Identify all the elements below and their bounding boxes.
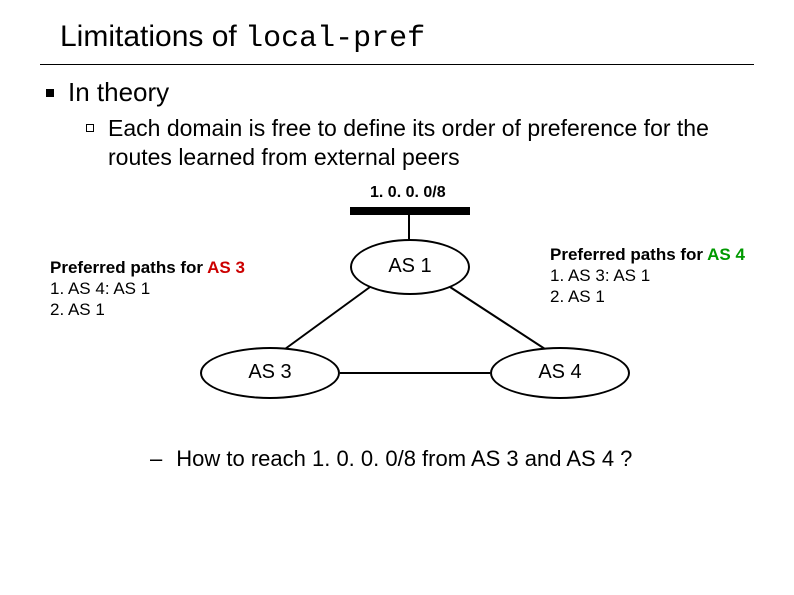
level2-text: Each domain is free to define its order … <box>108 114 754 172</box>
pref-as4-header-accent: AS 4 <box>707 245 745 264</box>
open-square-bullet-icon <box>86 124 94 132</box>
bullet-level1: In theory <box>46 77 754 108</box>
pref-as3-header: Preferred paths for AS 3 <box>50 257 245 278</box>
edge-as1-as4 <box>450 287 545 349</box>
pref-as3-box: Preferred paths for AS 3 1. AS 4: AS 1 2… <box>50 257 245 321</box>
pref-as4-line1: 1. AS 3: AS 1 <box>550 265 745 286</box>
title-divider <box>40 64 754 65</box>
pref-as4-header-prefix: Preferred paths for <box>550 245 707 264</box>
pref-as3-header-prefix: Preferred paths for <box>50 258 207 277</box>
question-row: – How to reach 1. 0. 0. 0/8 from AS 3 an… <box>150 446 754 472</box>
pref-as4-header: Preferred paths for AS 4 <box>550 244 745 265</box>
network-diagram: 1. 0. 0. 0/8 AS 1 AS 3 AS 4 Preferred pa… <box>50 182 750 442</box>
pref-as3-header-accent: AS 3 <box>207 258 245 277</box>
node-as3-label: AS 3 <box>248 361 291 384</box>
node-as4-label: AS 4 <box>538 361 581 384</box>
node-as3: AS 3 <box>200 347 340 399</box>
bullet-level2: Each domain is free to define its order … <box>86 114 754 172</box>
dash-bullet-icon: – <box>150 446 162 472</box>
node-as1: AS 1 <box>350 239 470 295</box>
pref-as4-box: Preferred paths for AS 4 1. AS 3: AS 1 2… <box>550 244 745 308</box>
edge-as1-as3 <box>285 287 370 349</box>
square-bullet-icon <box>46 89 54 97</box>
node-as4: AS 4 <box>490 347 630 399</box>
pref-as4-line2: 2. AS 1 <box>550 286 745 307</box>
pref-as3-line1: 1. AS 4: AS 1 <box>50 278 245 299</box>
title-mono: local-pref <box>245 22 425 56</box>
node-as1-label: AS 1 <box>388 255 431 278</box>
level1-text: In theory <box>68 77 169 108</box>
pref-as3-line2: 2. AS 1 <box>50 299 245 320</box>
question-text: How to reach 1. 0. 0. 0/8 from AS 3 and … <box>176 446 632 472</box>
title-prefix: Limitations of <box>60 20 245 53</box>
slide-title: Limitations of local-pref <box>60 20 754 56</box>
